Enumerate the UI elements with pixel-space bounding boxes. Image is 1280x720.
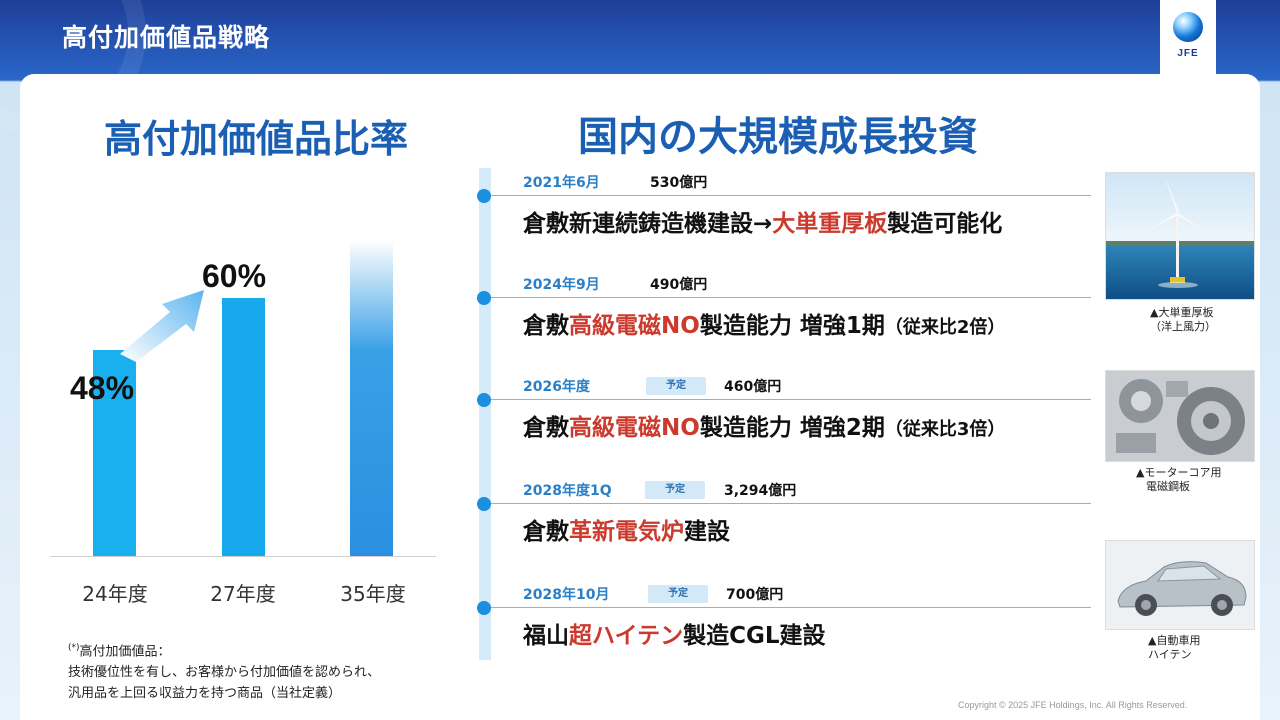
wind-turbine-icon [1106, 173, 1254, 299]
globe-icon [1173, 12, 1203, 42]
timeline-date: 2028年10月 [523, 587, 610, 603]
header-bar: 高付加価値品戦略 JFE [0, 0, 1280, 136]
planned-badge: 予定 [645, 481, 705, 499]
chart-bar [350, 240, 393, 556]
car-icon [1106, 541, 1254, 629]
description-part: 倉敷 [523, 415, 569, 441]
caption-line: ▲大単重厚板 [1150, 306, 1214, 319]
photo-caption-3: ▲自動車用 ハイテン [1148, 634, 1200, 662]
caption-line: ▲モーターコア用 [1136, 466, 1222, 479]
photo-caption-2: ▲モーターコア用 電磁鋼板 [1136, 466, 1221, 494]
logo-text: JFE [1177, 48, 1199, 59]
planned-badge: 予定 [648, 585, 708, 603]
description-note: （従来比2倍） [884, 317, 1006, 338]
footnote: (*)高付加価値品： 技術優位性を有し、お客様から付加価値を認められ、 汎用品を… [68, 638, 380, 704]
ratio-title: 高付加価値品比率 [104, 117, 409, 161]
timeline-dot [477, 393, 491, 407]
description-part: 製造能力 増強1期 [699, 313, 885, 339]
category-label: 35年度 [340, 582, 406, 606]
timeline-date: 2021年6月 [523, 175, 600, 191]
growth-arrow-icon [120, 290, 204, 362]
description-part: 高級電磁NO [569, 415, 700, 441]
investment-amount: 530億円 [650, 175, 708, 191]
caption-line: ▲自動車用 [1148, 634, 1201, 647]
automobile-photo [1105, 540, 1255, 630]
timeline-divider [491, 399, 1091, 400]
planned-badge: 予定 [646, 377, 706, 395]
investment-amount: 460億円 [724, 379, 782, 395]
description-part: 倉敷新連続鋳造機建設→ [523, 211, 773, 237]
chart-bar [222, 298, 265, 556]
project-description: 倉敷高級電磁NO製造能力 増強2期（従来比3倍） [523, 408, 1005, 442]
motor-core-icon [1106, 371, 1254, 461]
description-part: 倉敷 [523, 313, 569, 339]
timeline-dot [477, 601, 491, 615]
timeline-divider [491, 503, 1091, 504]
project-description: 倉敷革新電気炉建設 [523, 512, 730, 546]
copyright: Copyright © 2025 JFE Holdings, Inc. All … [958, 700, 1188, 710]
timeline-date: 2026年度 [523, 379, 590, 395]
timeline-divider [491, 195, 1091, 196]
footnote-line2: 汎用品を上回る収益力を持つ商品（当社定義） [68, 686, 342, 702]
investment-amount: 700億円 [726, 587, 784, 603]
footnote-mark: (*) [68, 643, 80, 653]
page-title: 高付加価値品戦略 [62, 23, 271, 52]
bar-value-label: 60% [202, 258, 267, 294]
caption-line: （洋上風力） [1150, 320, 1216, 333]
motor-core-photo [1105, 370, 1255, 462]
description-note: （従来比3倍） [884, 419, 1006, 440]
jfe-logo: JFE [1160, 0, 1216, 74]
photo-caption-1: ▲大単重厚板 （洋上風力） [1150, 306, 1216, 334]
description-part: 製造能力 増強2期 [699, 415, 885, 441]
description-part: 大単重厚板 [772, 211, 888, 237]
category-label: 27年度 [210, 582, 276, 606]
project-description: 福山超ハイテン製造CGL建設 [523, 616, 826, 650]
investment-amount: 490億円 [650, 277, 708, 293]
timeline-bar [479, 168, 491, 660]
timeline-date: 2024年9月 [523, 277, 600, 293]
investment-amount: 3,294億円 [724, 483, 797, 499]
footnote-head: 高付加価値品： [79, 644, 171, 660]
timeline-divider [491, 607, 1091, 608]
timeline-dot [477, 189, 491, 203]
description-part: 革新電気炉 [569, 519, 684, 545]
project-description: 倉敷新連続鋳造機建設→大単重厚板製造可能化 [523, 204, 1002, 238]
timeline-dot [477, 291, 491, 305]
description-part: 超ハイテン [569, 623, 684, 649]
offshore-wind-photo [1105, 172, 1255, 300]
footnote-line1: 技術優位性を有し、お客様から付加価値を認められ、 [68, 665, 381, 681]
timeline-date: 2028年度1Q [523, 483, 612, 499]
caption-line: ハイテン [1148, 648, 1192, 661]
chart-baseline [50, 556, 436, 557]
category-label: 24年度 [82, 582, 148, 606]
investment-title: 国内の大規模成長投資 [578, 114, 978, 160]
timeline-dot [477, 497, 491, 511]
description-part: 製造CGL建設 [683, 623, 826, 649]
timeline-divider [491, 297, 1091, 298]
description-part: 福山 [523, 623, 569, 649]
description-part: 高級電磁NO [569, 313, 700, 339]
project-description: 倉敷高級電磁NO製造能力 増強1期（従来比2倍） [523, 306, 1005, 340]
bar-value-label: 48% [70, 370, 135, 406]
description-part: 建設 [684, 519, 730, 545]
chart-bar [93, 349, 136, 556]
description-part: 倉敷 [523, 519, 569, 545]
caption-line: 電磁鋼板 [1146, 480, 1190, 493]
description-part: 製造可能化 [887, 211, 1003, 237]
